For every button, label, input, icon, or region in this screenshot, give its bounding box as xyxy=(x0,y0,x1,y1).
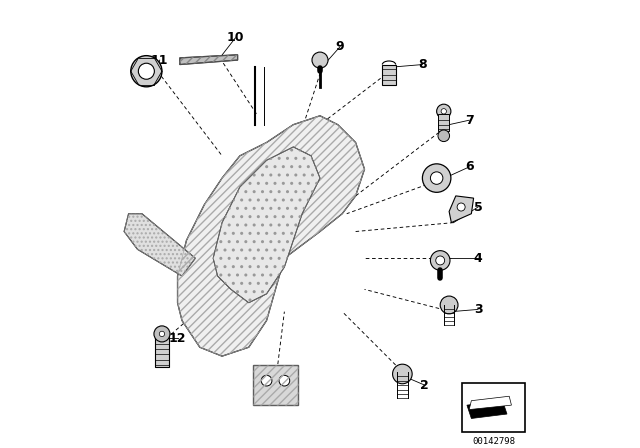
Text: 8: 8 xyxy=(418,58,427,71)
Text: 9: 9 xyxy=(336,40,344,53)
FancyBboxPatch shape xyxy=(253,365,298,405)
Circle shape xyxy=(441,108,447,114)
FancyBboxPatch shape xyxy=(463,383,525,432)
FancyBboxPatch shape xyxy=(382,65,396,85)
Text: 1: 1 xyxy=(269,383,278,396)
Circle shape xyxy=(261,375,272,386)
Circle shape xyxy=(279,375,290,386)
Text: 00142798: 00142798 xyxy=(472,437,515,446)
FancyBboxPatch shape xyxy=(155,334,169,367)
Circle shape xyxy=(436,104,451,118)
Circle shape xyxy=(431,172,443,184)
Circle shape xyxy=(422,164,451,192)
Polygon shape xyxy=(177,116,365,356)
FancyBboxPatch shape xyxy=(438,113,449,131)
Polygon shape xyxy=(213,147,320,303)
Text: 5: 5 xyxy=(474,201,483,214)
Text: 3: 3 xyxy=(474,303,483,316)
Polygon shape xyxy=(180,55,237,65)
Circle shape xyxy=(138,63,154,79)
Circle shape xyxy=(131,56,162,87)
Circle shape xyxy=(431,250,450,270)
Text: 12: 12 xyxy=(169,332,186,345)
Circle shape xyxy=(159,331,164,336)
Polygon shape xyxy=(469,396,511,409)
Polygon shape xyxy=(124,214,195,276)
Circle shape xyxy=(436,256,445,265)
Text: 4: 4 xyxy=(474,252,483,265)
Polygon shape xyxy=(467,401,507,418)
Circle shape xyxy=(440,296,458,314)
Polygon shape xyxy=(449,196,474,223)
Text: 2: 2 xyxy=(420,379,429,392)
Circle shape xyxy=(154,326,170,342)
Text: 10: 10 xyxy=(227,31,244,44)
Circle shape xyxy=(438,130,449,142)
Text: 7: 7 xyxy=(465,114,474,127)
Text: 6: 6 xyxy=(465,160,474,173)
Text: 11: 11 xyxy=(151,54,168,67)
Circle shape xyxy=(457,203,465,211)
Circle shape xyxy=(312,52,328,68)
Circle shape xyxy=(392,364,412,384)
